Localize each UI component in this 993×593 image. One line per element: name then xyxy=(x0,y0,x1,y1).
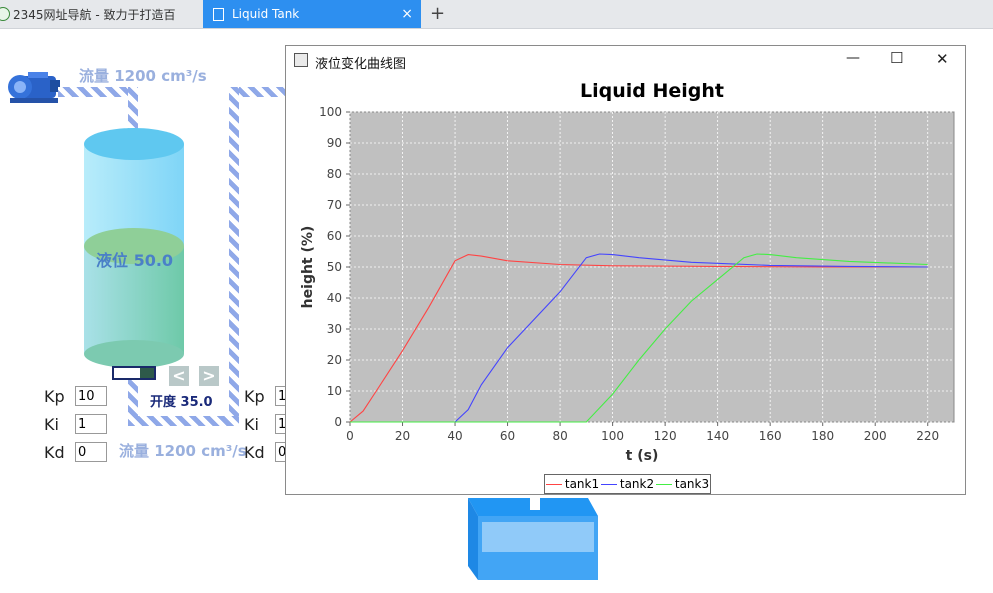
series-line-tank3 xyxy=(350,253,928,423)
chart-title: Liquid Height xyxy=(580,80,724,102)
document-icon xyxy=(213,7,224,21)
browser-tab-2-label: Liquid Tank xyxy=(232,7,300,21)
browser-tab-bar: 2345网址导航 - 致力于打造百 Liquid Tank × + xyxy=(0,0,993,29)
tank-3 xyxy=(468,498,598,580)
x-tick-label: 40 xyxy=(447,429,462,443)
y-tick-label: 50 xyxy=(327,260,342,274)
kd-label-2: Kd xyxy=(244,443,265,462)
chart-window: 液位变化曲线图 — ☐ ✕ Liquid Height 0 20 40 60 80 100 1… xyxy=(285,45,966,495)
y-tick-label: 90 xyxy=(327,136,342,150)
y-axis-label: height (%) xyxy=(300,226,316,309)
legend-label-tank2: tank2 xyxy=(619,477,655,491)
close-window-button[interactable]: ✕ xyxy=(936,50,949,68)
x-tick-label: 20 xyxy=(395,429,410,443)
flow-label-bottom: 流量 1200 cm³/s xyxy=(119,442,247,460)
inlet-pipe-down xyxy=(128,87,138,149)
tab-close-icon[interactable]: × xyxy=(401,6,413,22)
y-tick-label: 70 xyxy=(327,198,342,212)
x-tick-label: 160 xyxy=(759,429,782,443)
kp-input[interactable] xyxy=(75,386,107,406)
browser-tab-2[interactable]: Liquid Tank × xyxy=(203,0,421,28)
kd-input[interactable] xyxy=(75,442,107,462)
legend-line-tank1 xyxy=(545,483,562,485)
x-axis-label: t (s) xyxy=(626,448,659,464)
kp-label: Kp xyxy=(44,387,65,406)
maximize-button[interactable]: ☐ xyxy=(890,49,904,67)
legend-label-tank3: tank3 xyxy=(674,477,710,491)
minimize-button[interactable]: — xyxy=(846,50,860,66)
new-tab-button[interactable]: + xyxy=(430,3,446,24)
connector-pipe-right xyxy=(229,87,239,425)
y-tick-label: 80 xyxy=(327,167,342,181)
y-tick-label: 30 xyxy=(327,322,342,336)
kp-label-2: Kp xyxy=(244,387,265,406)
browser-tab-1[interactable]: 2345网址导航 - 致力于打造百 xyxy=(0,0,201,28)
pump-icon xyxy=(8,72,60,103)
y-tick-label: 60 xyxy=(327,229,342,243)
y-tick-label: 20 xyxy=(327,353,342,367)
kd-label: Kd xyxy=(44,443,65,462)
x-tick-label: 180 xyxy=(811,429,834,443)
ki-label-2: Ki xyxy=(244,415,259,434)
x-tick-label: 120 xyxy=(654,429,677,443)
valve-decrease-button[interactable]: < xyxy=(169,366,189,386)
inlet-pipe xyxy=(58,87,138,97)
x-tick-label: 0 xyxy=(346,429,354,443)
y-tick-label: 100 xyxy=(319,105,342,119)
ki-label: Ki xyxy=(44,415,59,434)
x-tick-label: 140 xyxy=(706,429,729,443)
chart-window-title: 液位变化曲线图 xyxy=(315,57,407,72)
connector-pipe-top xyxy=(229,87,289,97)
legend-item-tank3: tank3 xyxy=(655,477,710,491)
y-tick-label: 0 xyxy=(334,415,342,429)
series-line-tank2 xyxy=(350,253,928,423)
valve-increase-button[interactable]: > xyxy=(199,366,219,386)
series-line-tank1 xyxy=(349,254,928,423)
y-tick-label: 10 xyxy=(327,384,342,398)
legend-item-tank1: tank1 xyxy=(545,477,600,491)
java-app-icon xyxy=(294,53,308,67)
x-tick-label: 80 xyxy=(552,429,567,443)
outlet-pipe-left xyxy=(128,378,138,426)
chart-window-titlebar[interactable]: 液位变化曲线图 — ☐ ✕ xyxy=(286,46,965,76)
outlet-pipe-bottom xyxy=(128,416,239,426)
legend-line-tank3 xyxy=(655,483,672,485)
flow-label-top: 流量 1200 cm³/s xyxy=(79,67,207,85)
browser-tab-1-label: 2345网址导航 - 致力于打造百 xyxy=(13,7,176,22)
globe-icon xyxy=(0,7,10,21)
legend-label-tank1: tank1 xyxy=(564,477,600,491)
valve-opening-label: 开度 35.0 xyxy=(150,395,213,410)
x-tick-label: 200 xyxy=(864,429,887,443)
valve-slider-fill xyxy=(140,368,154,378)
legend-item-tank2: tank2 xyxy=(600,477,655,491)
valve-slider[interactable] xyxy=(112,366,156,380)
ki-input[interactable] xyxy=(75,414,107,434)
legend-line-tank2 xyxy=(600,483,617,485)
x-tick-label: 220 xyxy=(916,429,939,443)
x-tick-label: 60 xyxy=(500,429,515,443)
chart-legend: tank1 tank2 tank3 xyxy=(544,474,711,494)
x-tick-label: 100 xyxy=(601,429,624,443)
level-label: 液位 50.0 xyxy=(96,251,174,270)
y-tick-label: 40 xyxy=(327,291,342,305)
tank-1 xyxy=(84,128,184,368)
